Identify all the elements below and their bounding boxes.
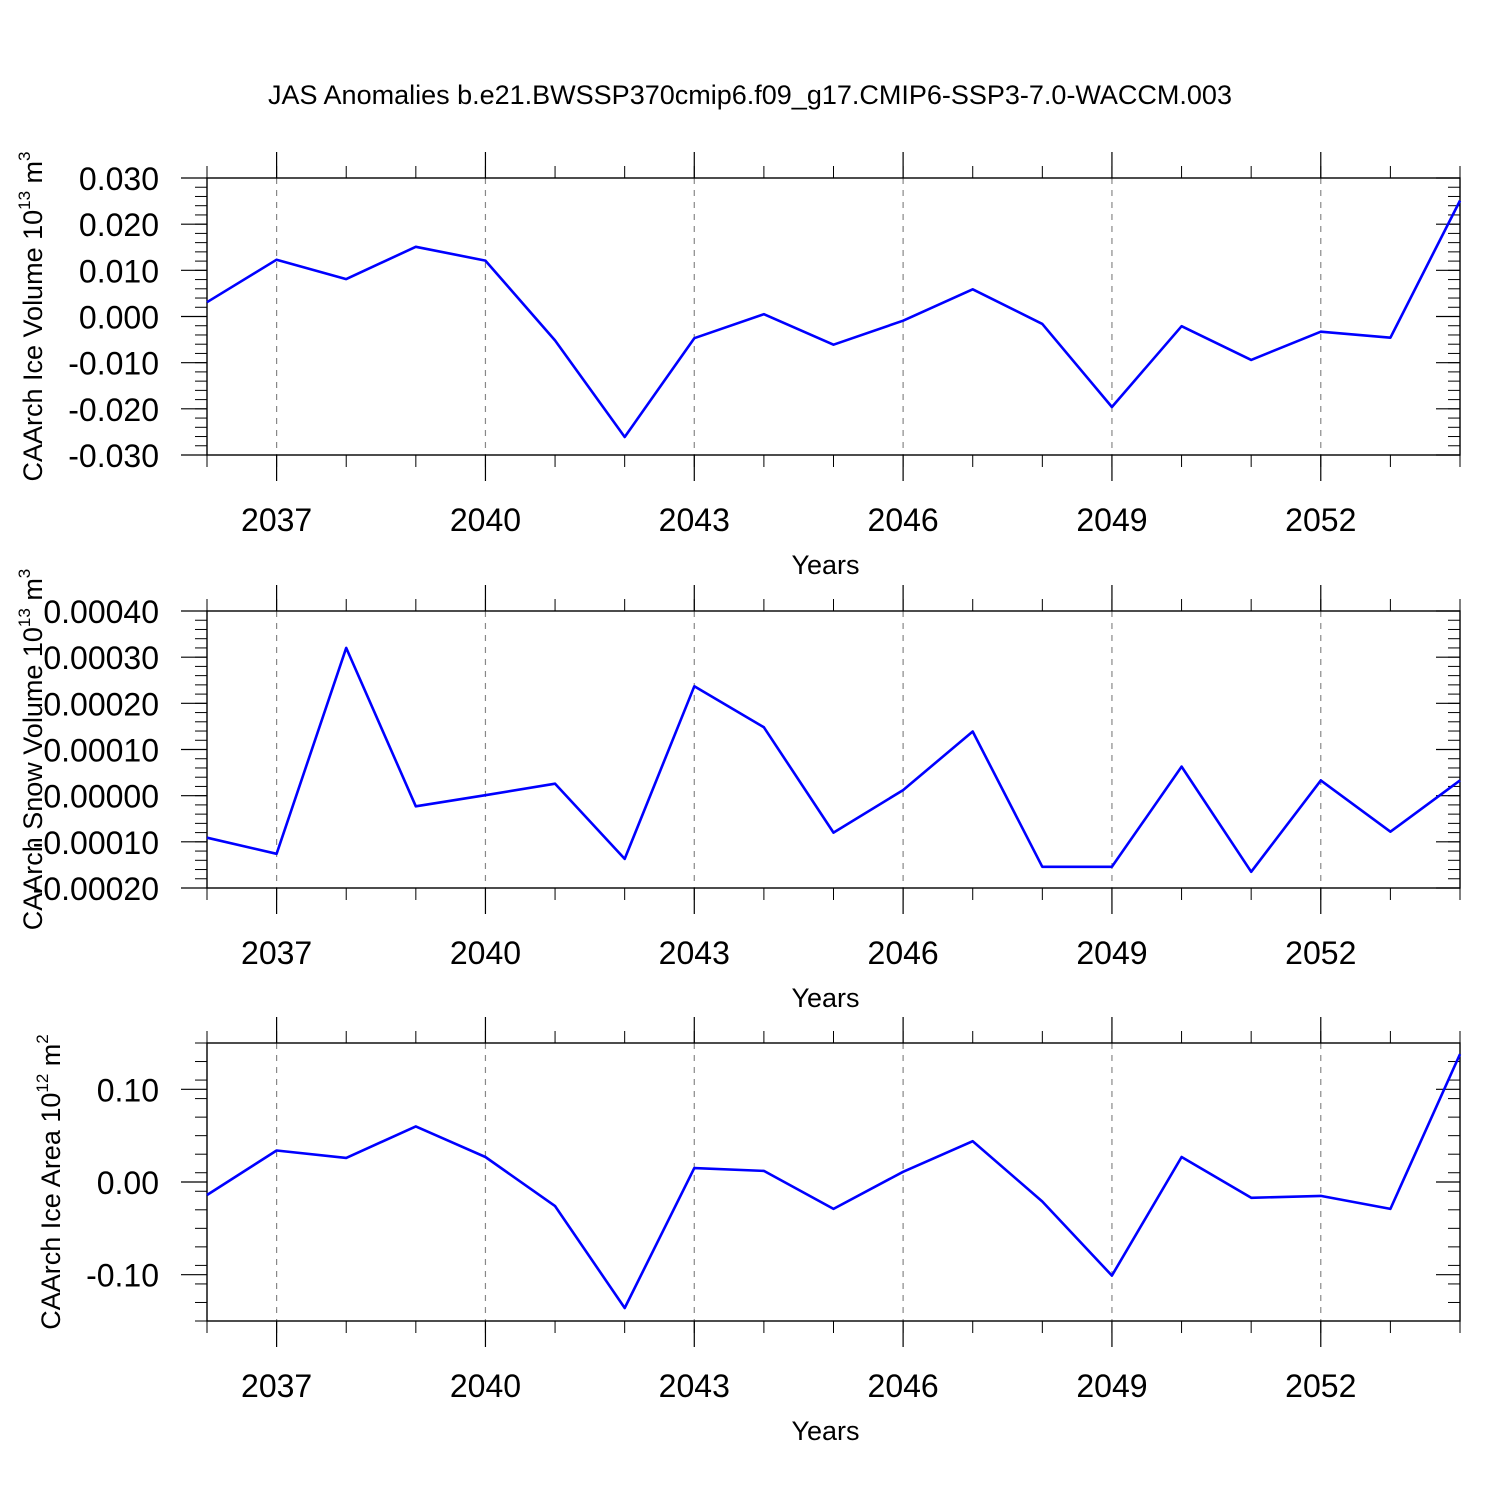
y-tick-label: 0.00040 xyxy=(43,594,159,630)
x-tick-label: 2040 xyxy=(450,935,521,971)
x-tick-label: 2040 xyxy=(450,1368,521,1404)
panel-snow-volume: -0.00020 -0.00010 0.00000 0.00010 0.00020 0.0… xyxy=(15,569,1461,1013)
series-line-ice-area xyxy=(206,1053,1462,1310)
x-tick-label: 2037 xyxy=(241,1368,312,1404)
y-tick-label: -0.10 xyxy=(86,1258,159,1294)
x-tick-label: 2049 xyxy=(1076,1368,1147,1404)
y-tick-label: 0.030 xyxy=(79,161,159,197)
y-tick-label: 0.020 xyxy=(79,207,159,243)
series-line-ice-volume xyxy=(206,200,1462,439)
y-tick-label: 0.00020 xyxy=(43,686,159,722)
y-tick-label: 0.00030 xyxy=(43,640,159,676)
x-axis-label: Years xyxy=(791,1416,859,1446)
x-tick-label: 2040 xyxy=(450,502,521,538)
y-tick-label: 0.00000 xyxy=(43,779,159,815)
y-tick-label: -0.030 xyxy=(68,438,159,474)
x-axis-label: Years xyxy=(791,983,859,1013)
y-tick-label: -0.010 xyxy=(68,346,159,382)
y-tick-label: -0.00020 xyxy=(33,871,159,907)
y-tick-label: -0.00010 xyxy=(33,825,159,861)
x-tick-label: 2049 xyxy=(1076,935,1147,971)
panel-ice-volume: -0.030 -0.020 -0.010 0.000 0.010 0.020 0.030 20… xyxy=(15,151,1462,580)
x-tick-label: 2046 xyxy=(868,1368,939,1404)
panel-ice-area: -0.10 0.00 0.10 2037 2040 2043 2046 2049 2052 Yea… xyxy=(33,1017,1462,1446)
chart-title: JAS Anomalies b.e21.BWSSP370cmip6.f09_g1… xyxy=(268,80,1232,110)
x-tick-label: 2046 xyxy=(868,935,939,971)
y-tick-label: 0.000 xyxy=(79,300,159,336)
x-tick-label: 2037 xyxy=(241,935,312,971)
plot-frame xyxy=(206,1042,1461,1322)
y-tick-label: 0.010 xyxy=(79,253,159,289)
series-line-snow-volume xyxy=(206,646,1461,874)
x-tick-label: 2049 xyxy=(1076,502,1147,538)
y-axis-label: CAArch Ice Volume 1013 m3 xyxy=(15,151,48,481)
y-axis-label: CAArch Ice Area 1012 m2 xyxy=(33,1034,66,1330)
x-tick-label: 2052 xyxy=(1285,935,1356,971)
plot-frame xyxy=(206,177,1461,456)
x-axis-label: Years xyxy=(791,550,859,580)
y-tick-label: 0.00 xyxy=(97,1165,159,1201)
x-tick-label: 2043 xyxy=(659,1368,730,1404)
panels-group: -0.030 -0.020 -0.010 0.000 0.010 0.020 0.030 20… xyxy=(15,151,1462,1446)
x-tick-label: 2043 xyxy=(659,502,730,538)
x-tick-label: 2037 xyxy=(241,502,312,538)
x-tick-label: 2046 xyxy=(868,502,939,538)
x-tick-label: 2043 xyxy=(659,935,730,971)
y-tick-label: -0.020 xyxy=(68,392,159,428)
y-tick-label: 0.00010 xyxy=(43,733,159,769)
x-tick-label: 2052 xyxy=(1285,1368,1356,1404)
x-tick-label: 2052 xyxy=(1285,502,1356,538)
y-tick-label: 0.10 xyxy=(97,1072,159,1108)
y-axis-label: CAArch Snow Volume 1013 m3 xyxy=(15,569,48,931)
